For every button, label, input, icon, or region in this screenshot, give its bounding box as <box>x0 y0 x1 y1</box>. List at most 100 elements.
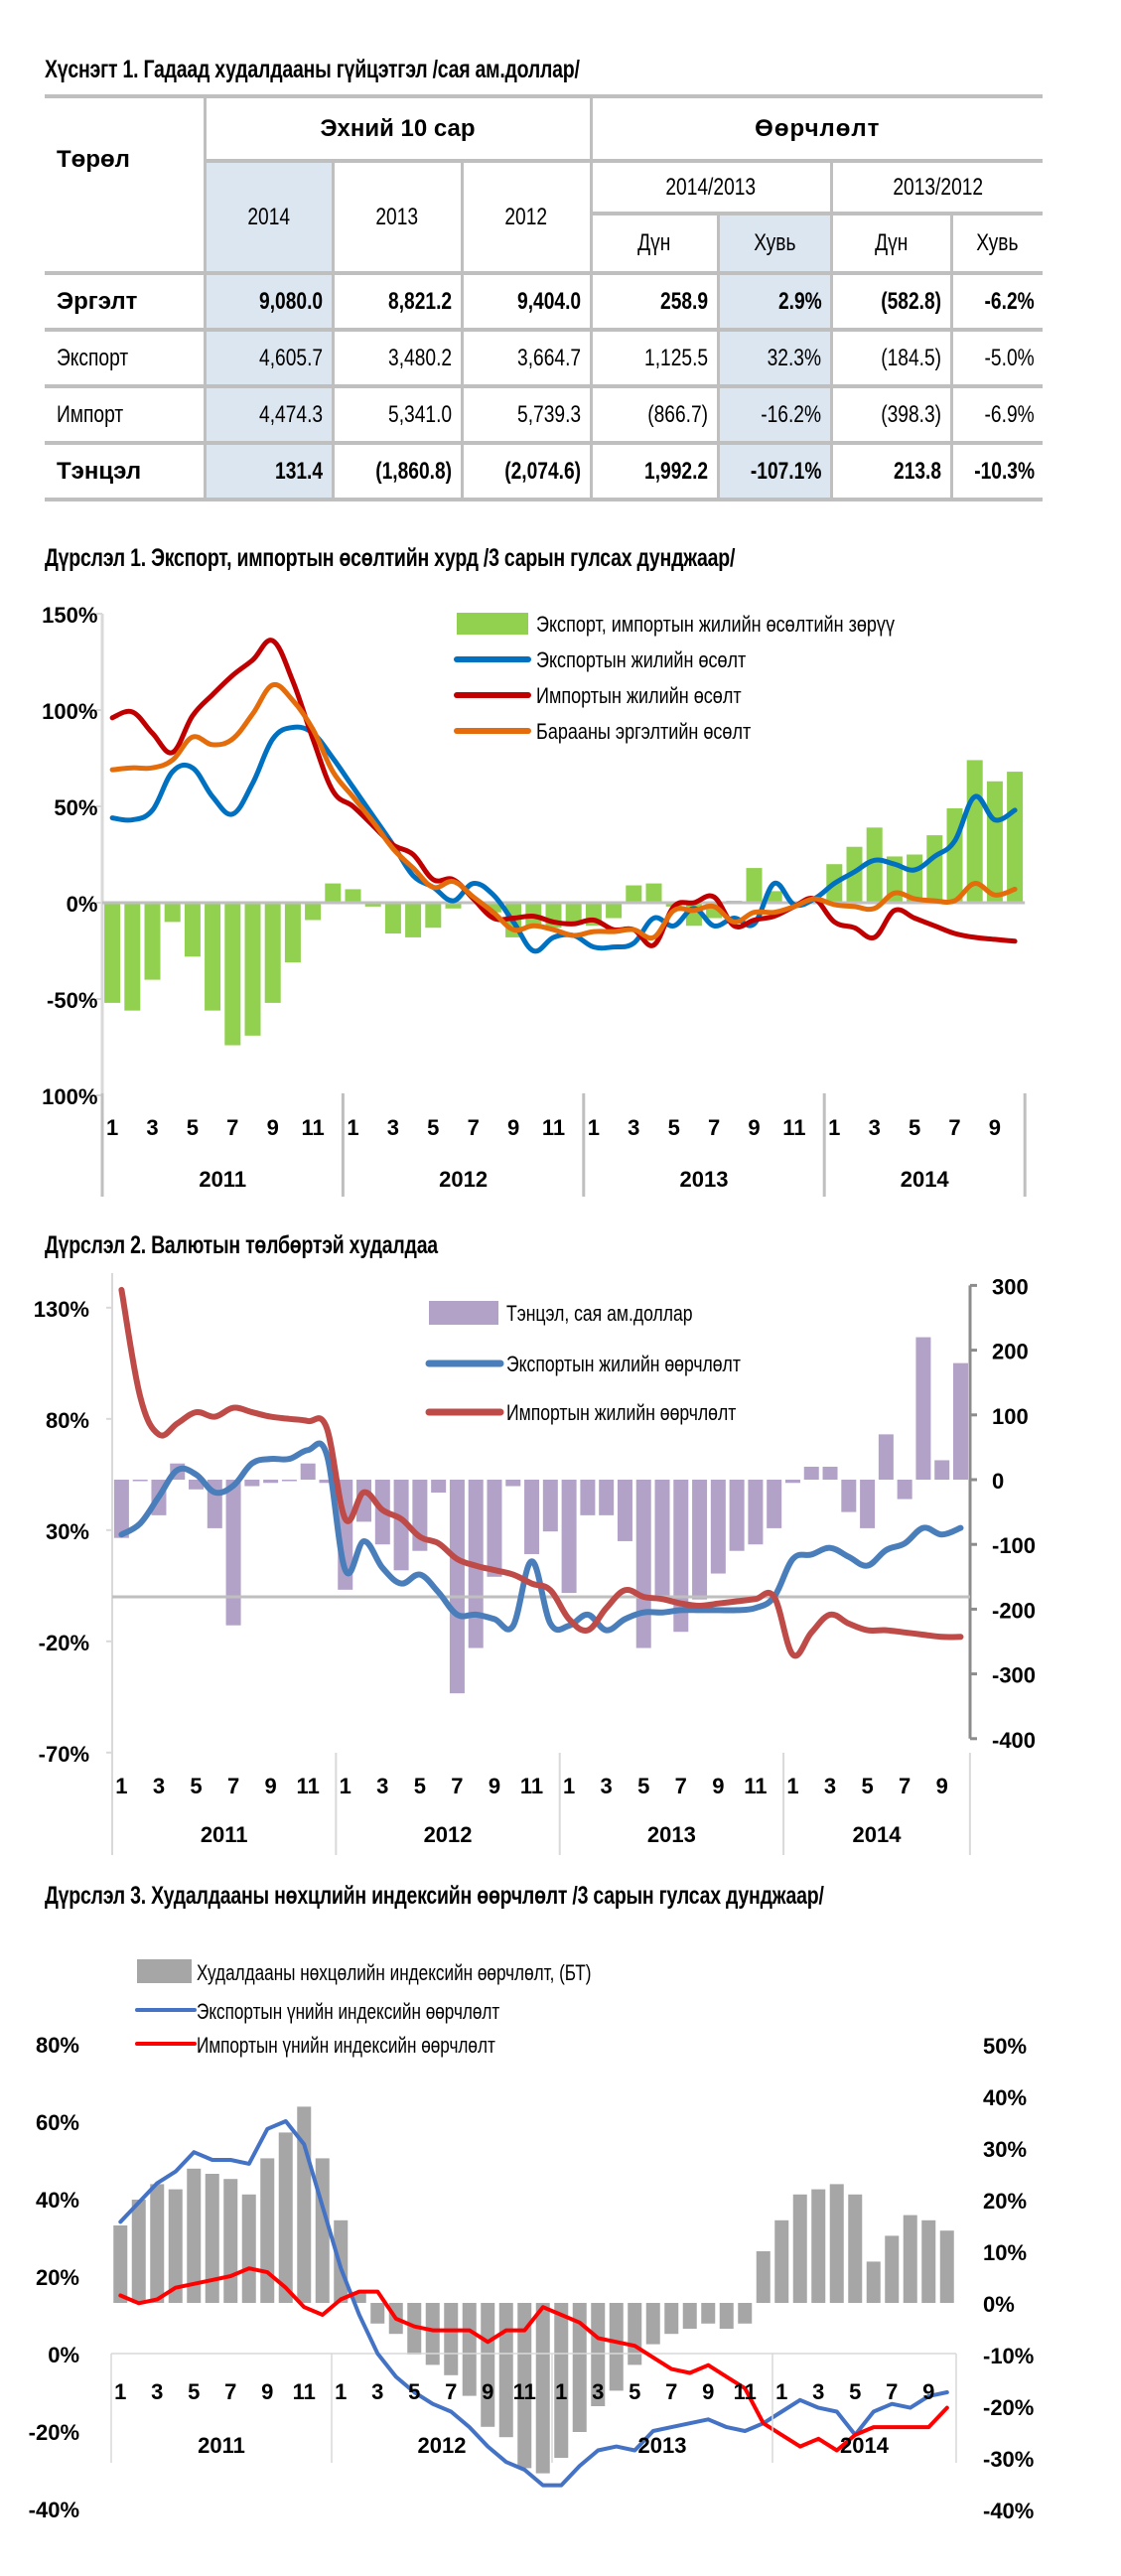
bar <box>462 2303 477 2396</box>
y-tick-label: 150% <box>42 603 97 628</box>
bar <box>113 2225 128 2303</box>
legend-label: Экспортын үнийн индексийн өөрчлөлт <box>197 2000 499 2025</box>
y-tick-label-right: -200 <box>992 1598 1036 1623</box>
year-label: 2011 <box>201 1822 248 1847</box>
cell: 3,480.2 <box>331 328 464 388</box>
cell: -6.9% <box>949 384 1044 445</box>
bar <box>431 1480 447 1494</box>
bar <box>606 903 623 919</box>
cell: (398.3) <box>829 384 953 445</box>
month-tick-label: 9 <box>507 1115 519 1140</box>
year-label: 2013 <box>638 2433 687 2458</box>
y-tick-label-right: -100 <box>992 1533 1036 1558</box>
month-tick-label: 3 <box>592 2379 604 2404</box>
year-label: 2014 <box>901 1167 950 1192</box>
table1-title: Хүснэгт 1. Гадаад худалдааны гүйцэтгэл /… <box>45 56 580 83</box>
month-tick-label: 7 <box>665 2379 677 2404</box>
bar <box>241 2194 256 2303</box>
bar <box>748 1480 764 1545</box>
period-header-2013-2012: 2013/2012 <box>829 159 1044 215</box>
bar <box>407 2303 422 2355</box>
bar <box>131 2200 146 2303</box>
month-tick-label: 7 <box>224 2379 236 2404</box>
type-column-header: Төрөл <box>45 94 207 275</box>
bar <box>792 2194 807 2303</box>
cell: 9,080.0 <box>203 271 335 332</box>
month-tick-label: 1 <box>347 1115 358 1140</box>
bar <box>364 903 381 907</box>
cell: 5,739.3 <box>460 384 593 445</box>
legend-swatch-bar <box>429 1301 498 1325</box>
legend-label: Тэнцэл, сая ам.доллар <box>506 1302 693 1326</box>
bar <box>866 2261 881 2303</box>
month-tick-label: 11 <box>734 2379 757 2404</box>
y-tick-label-left: -20% <box>29 2420 79 2445</box>
month-tick-label: 11 <box>542 1115 565 1140</box>
bar <box>263 1480 279 1484</box>
month-tick-label: 1 <box>555 2379 567 2404</box>
month-tick-label: 1 <box>114 2379 126 2404</box>
bar <box>822 1466 838 1480</box>
bar <box>878 1434 894 1480</box>
month-tick-label: 11 <box>513 2379 536 2404</box>
change-header: Өөрчлөлт <box>589 94 1044 163</box>
month-tick-label: 9 <box>265 1774 277 1798</box>
bar <box>370 2303 385 2324</box>
bar <box>915 1337 931 1480</box>
month-tick-label: 9 <box>489 1774 500 1798</box>
month-tick-label: 9 <box>482 2379 493 2404</box>
legend-label: Импортын жилийн өөрчлөлт <box>506 1401 736 1425</box>
row-label: Эргэлт <box>45 271 207 332</box>
bar <box>150 2184 165 2303</box>
bar <box>746 868 763 903</box>
month-tick-label: 1 <box>828 1115 840 1140</box>
bar <box>393 1480 409 1571</box>
y-tick-label-right: 40% <box>983 2085 1027 2110</box>
cell: 4,474.3 <box>203 384 335 445</box>
month-tick-label: 7 <box>886 2379 898 2404</box>
chart3-title: Дүрслэл 3. Худалдааны нөхцлийн индексийн… <box>45 1882 824 1910</box>
month-tick-label: 9 <box>267 1115 279 1140</box>
bar <box>300 1463 316 1480</box>
bar <box>264 903 281 1003</box>
month-tick-label: 5 <box>861 1774 873 1798</box>
bar <box>561 1480 577 1594</box>
bar <box>766 891 782 903</box>
legend-label: Экспорт, импортын жилийн өсөлтийн зөрүү <box>536 613 895 637</box>
bar <box>554 2303 569 2458</box>
bar <box>591 2303 606 2406</box>
bar <box>315 2158 330 2303</box>
bar <box>628 2303 642 2365</box>
percent-header: Хувь <box>716 212 833 275</box>
y-tick-label-left: 30% <box>46 1519 89 1544</box>
bar <box>939 2230 954 2303</box>
bar <box>517 2303 532 2469</box>
month-tick-label: 3 <box>812 2379 824 2404</box>
bar <box>654 1480 670 1600</box>
bar <box>829 2184 844 2303</box>
month-tick-label: 3 <box>869 1115 881 1140</box>
bar <box>498 2303 513 2438</box>
y-tick-label: 100% <box>42 1084 97 1109</box>
bar <box>903 2215 917 2303</box>
y-tick-label: 50% <box>54 795 97 820</box>
month-tick-label: 9 <box>712 1774 724 1798</box>
bar <box>609 2303 624 2391</box>
month-tick-label: 9 <box>922 2379 934 2404</box>
chart2-title: Дүрслэл 2. Валютын төлбөртэй худалдаа <box>45 1231 438 1259</box>
y-tick-label-right: 10% <box>983 2240 1027 2265</box>
month-tick-label: 3 <box>824 1774 836 1798</box>
bar <box>774 2219 789 2303</box>
bar <box>449 1480 465 1694</box>
month-tick-label: 5 <box>637 1774 649 1798</box>
month-tick-label: 9 <box>748 1115 760 1140</box>
y-tick-label: 0% <box>67 892 98 917</box>
bar <box>860 1480 876 1528</box>
y-tick-label-right: -10% <box>983 2344 1034 2368</box>
month-tick-label: 1 <box>588 1115 600 1140</box>
series-line <box>109 681 1018 941</box>
